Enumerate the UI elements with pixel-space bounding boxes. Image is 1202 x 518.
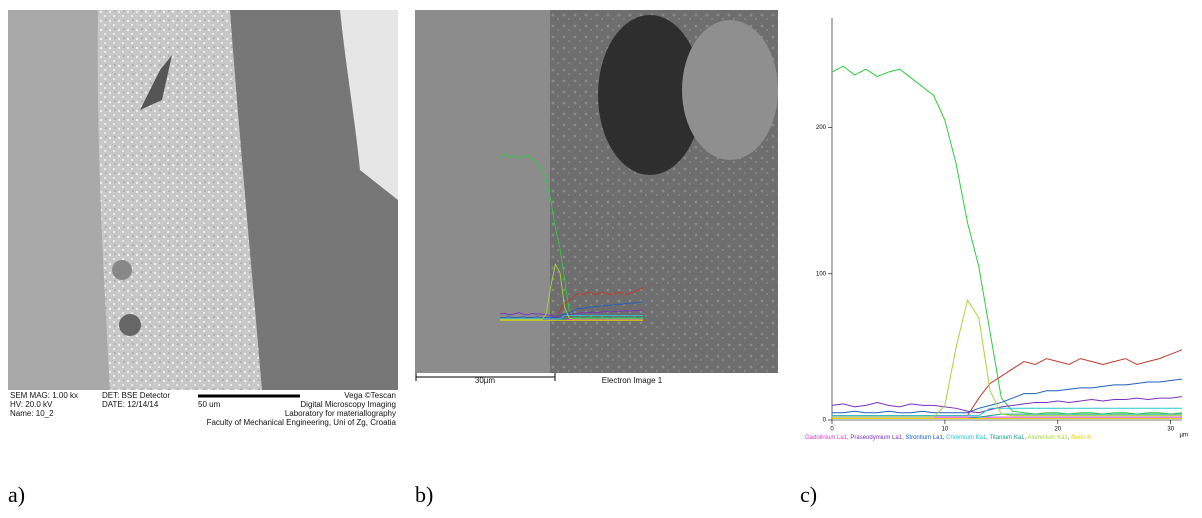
sem-info: DET: BSE Detector — [102, 391, 170, 400]
y-tick-label: 200 — [816, 125, 827, 131]
legend-entry: Praseodymium La1 — [850, 435, 902, 441]
data-line — [499, 309, 644, 319]
x-tick-label: 0 — [830, 427, 834, 433]
panel-label: c) — [800, 482, 817, 507]
x-tick-label: 10 — [942, 427, 949, 433]
legend-entry: Strontium La1 — [905, 435, 943, 441]
sem-info: Name: 10_2 — [10, 409, 54, 418]
data-line — [831, 65, 1183, 415]
image-caption: Electron Image 1 — [602, 376, 663, 385]
data-line — [832, 407, 1182, 417]
sem-image-a — [8, 10, 398, 422]
legend-entry: Aluminium Ka1 — [1028, 435, 1069, 441]
panel-label: a) — [8, 482, 25, 507]
scale-label: 50 um — [198, 400, 221, 409]
sem-info: HV: 20.0 kV — [10, 400, 53, 409]
x-tick-label: 20 — [1054, 427, 1061, 433]
legend-entry: Gadolinium La1 — [805, 435, 848, 441]
y-tick-label: 100 — [816, 271, 827, 277]
data-line — [500, 263, 643, 321]
data-line — [499, 153, 644, 319]
y-tick-label: 0 — [823, 418, 827, 424]
sem-info: Faculty of Mechanical Engineering, Uni o… — [207, 418, 397, 427]
sem-info: Vega ©Tescan — [344, 391, 396, 400]
panel-label: b) — [415, 482, 433, 507]
sem-info: DATE: 12/14/14 — [102, 400, 159, 409]
scale-label: 30µm — [475, 376, 496, 385]
data-line — [832, 378, 1183, 414]
x-tick-label: 30 — [1167, 427, 1174, 433]
sem-info: Digital Microscopy Imaging — [300, 400, 396, 409]
legend-entry: Titanium Ka1 — [989, 435, 1025, 441]
data-line — [500, 301, 644, 318]
data-line — [832, 298, 1182, 418]
legend-entry: Neon K — [1071, 435, 1091, 441]
sem-info: Laboratory for materiallography — [285, 409, 396, 418]
data-line — [831, 396, 1183, 414]
sem-image-b — [415, 10, 778, 385]
sem-info: SEM MAG: 1.00 kx — [10, 391, 78, 400]
x-axis-label: µm — [1180, 433, 1188, 439]
legend: Gadolinium La1, Praseodymium La1, Stront… — [805, 435, 1091, 441]
data-line — [500, 315, 643, 320]
legend-entry: Chromium Ka1 — [946, 435, 987, 441]
